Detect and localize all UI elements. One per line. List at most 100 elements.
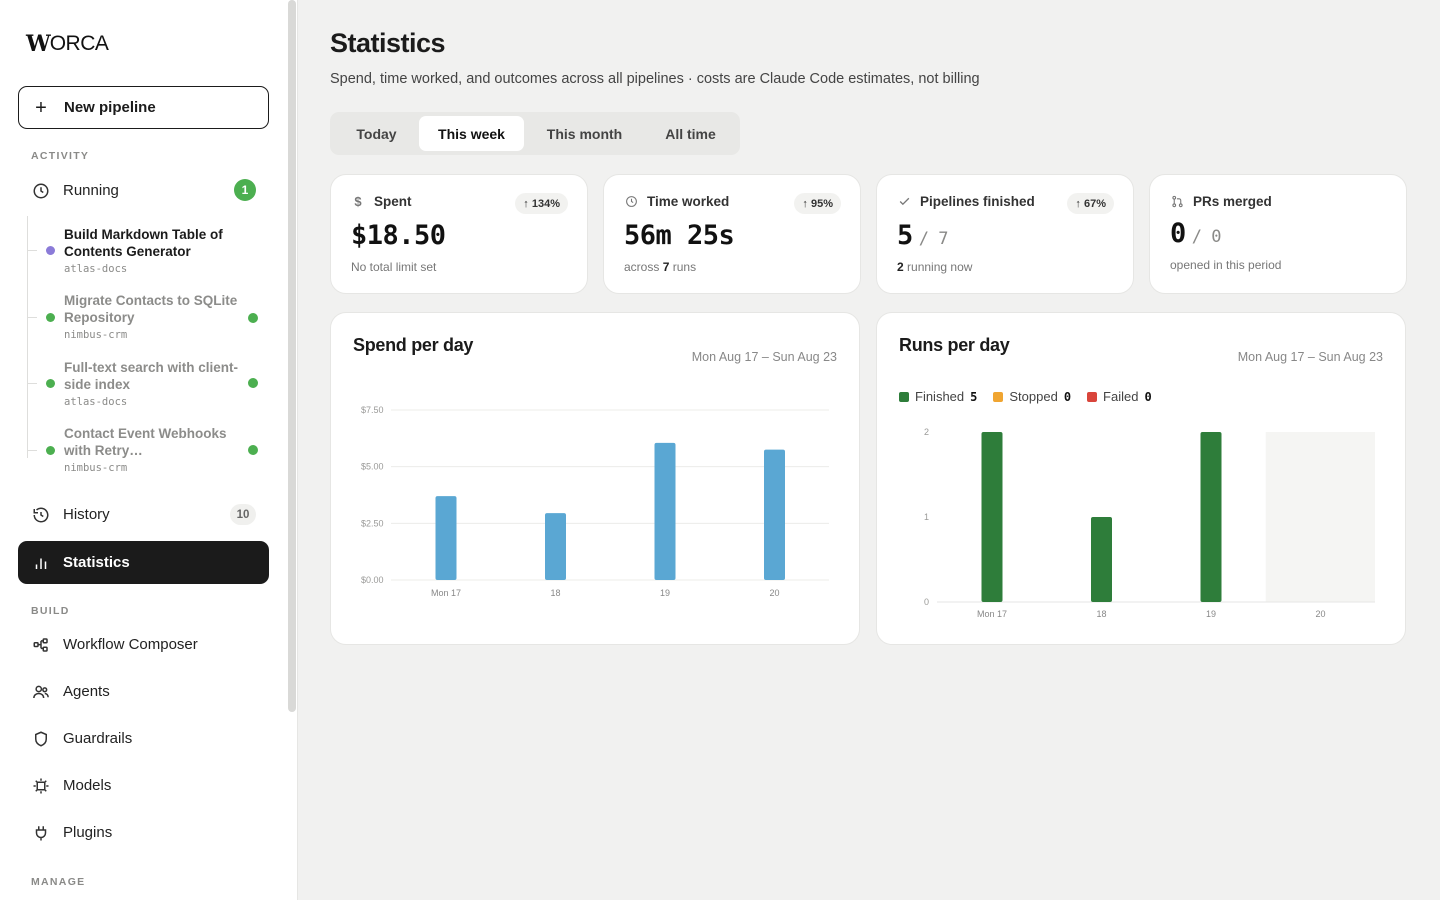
delta-badge: ↑ 95%: [794, 193, 841, 214]
run-dot: [46, 379, 55, 388]
sidebar-item-guardrails[interactable]: Guardrails: [18, 717, 269, 760]
stat-value: 0/ 0: [1170, 218, 1221, 249]
chart-title: Runs per day: [899, 335, 1010, 355]
new-pipeline-button[interactable]: + New pipeline: [18, 86, 269, 129]
y-tick-label: 0: [924, 597, 929, 607]
plug-icon: [32, 824, 50, 842]
chart-date-range: Mon Aug 17 – Sun Aug 23: [691, 350, 837, 364]
chart-title: Spend per day: [353, 335, 474, 355]
runs-bar-finished: [981, 432, 1003, 602]
section-label-manage: MANAGE: [31, 876, 86, 888]
clock-icon: [624, 195, 638, 209]
run-item[interactable]: Build Markdown Table of Contents Generat…: [27, 226, 270, 275]
tab-all-time[interactable]: All time: [665, 125, 716, 142]
sidebar-scrollbar[interactable]: [288, 0, 296, 712]
history-count-badge: 10: [230, 504, 256, 525]
new-pipeline-label: New pipeline: [64, 99, 156, 116]
run-repo: atlas-docs: [64, 263, 128, 275]
app-logo[interactable]: W ORCA: [26, 31, 109, 57]
stat-note: opened in this period: [1170, 258, 1282, 272]
tab-this-week[interactable]: This week: [419, 116, 524, 151]
tree-branch: [27, 383, 37, 384]
stat-label: Time worked: [647, 194, 730, 209]
prs-count: 0: [1170, 218, 1186, 249]
sidebar-item-models[interactable]: Models: [18, 764, 269, 807]
legend-count: 0: [1063, 389, 1072, 404]
sidebar-item-label: Models: [63, 777, 112, 794]
y-tick-label: $7.50: [361, 405, 384, 415]
stat-note: across 7 runs: [624, 260, 696, 274]
y-tick-label: $0.00: [361, 575, 384, 585]
run-title: Full-text search with client-side index: [64, 360, 239, 392]
y-tick-label: $2.50: [361, 518, 384, 528]
stat-value: 56m 25s: [624, 220, 735, 251]
legend-item-stopped: Stopped 0: [993, 389, 1071, 404]
period-tabs: Today This week This month All time: [330, 112, 740, 155]
run-title: Build Markdown Table of Contents Generat…: [64, 227, 223, 259]
stat-label: PRs merged: [1193, 194, 1272, 209]
legend-label: Stopped: [1009, 389, 1058, 404]
x-tick-label: Mon 17: [977, 609, 1007, 619]
sidebar-item-label: Plugins: [63, 824, 113, 841]
section-label-build: BUILD: [31, 605, 70, 617]
main-content: Statistics Spend, time worked, and outco…: [298, 0, 1440, 900]
tab-this-month[interactable]: This month: [546, 125, 623, 142]
legend-count: 5: [970, 389, 978, 404]
running-count-badge: 1: [234, 179, 256, 201]
clock-icon: [32, 182, 50, 200]
note-prefix: across: [624, 260, 660, 274]
page-title: Statistics: [330, 28, 446, 58]
sidebar-item-running[interactable]: Running 1: [18, 169, 269, 212]
sidebar-item-label: Running: [63, 182, 119, 199]
note-number: 7: [662, 260, 670, 274]
legend-swatch: [993, 391, 1004, 402]
sidebar-item-statistics[interactable]: Statistics: [18, 541, 269, 584]
x-tick-label: 19: [660, 588, 670, 598]
spend-bar: [654, 442, 676, 580]
x-tick-label: 18: [550, 588, 560, 598]
page-subtitle: Spend, time worked, and outcomes across …: [330, 71, 980, 87]
sidebar-item-workflow-composer[interactable]: Workflow Composer: [18, 623, 269, 666]
spend-chart: $0.00 $2.50 $5.00 $7.50 Mon 17 18 19 20: [361, 405, 829, 598]
run-repo: nimbus-crm: [64, 329, 128, 341]
sidebar-item-agents[interactable]: Agents: [18, 670, 269, 713]
tree-branch: [27, 317, 37, 318]
sidebar-item-plugins[interactable]: Plugins: [18, 811, 269, 854]
sidebar-item-label: Guardrails: [63, 730, 133, 747]
run-item[interactable]: Full-text search with client-side index …: [27, 359, 270, 408]
tab-today[interactable]: Today: [356, 125, 397, 142]
run-item[interactable]: Contact Event Webhooks with Retry… nimbu…: [27, 425, 270, 474]
note-suffix: runs: [672, 260, 697, 274]
run-item[interactable]: Migrate Contacts to SQLite Repository ni…: [27, 292, 270, 341]
logo-text: ORCA: [49, 32, 109, 55]
run-title: Migrate Contacts to SQLite Repository: [64, 293, 238, 325]
sidebar: W ORCA + New pipeline ACTIVITY Running 1…: [0, 0, 298, 900]
stat-header: Time worked: [624, 194, 729, 209]
tree-branch: [27, 450, 37, 451]
stat-card-pipelines-finished: Pipelines finished ↑ 67% 5/ 7 2 running …: [876, 174, 1134, 294]
finished-total: / 7: [918, 229, 949, 249]
stat-value: 5/ 7: [897, 220, 948, 251]
x-tick-label: Mon 17: [431, 588, 461, 598]
legend-swatch: [1087, 391, 1098, 402]
finished-count: 5: [897, 220, 913, 251]
delta-badge: ↑ 67%: [1067, 193, 1114, 214]
runs-chart-card: Runs per day Mon Aug 17 – Sun Aug 23 Fin…: [876, 312, 1406, 645]
spend-bar: [545, 513, 566, 580]
sidebar-item-label: Workflow Composer: [63, 636, 198, 653]
run-status-dot: [248, 313, 258, 323]
history-icon: [32, 506, 50, 524]
x-tick-label: 19: [1206, 609, 1216, 619]
chart-date-range: Mon Aug 17 – Sun Aug 23: [1237, 350, 1383, 364]
sidebar-item-label: Agents: [63, 683, 110, 700]
run-title: Contact Event Webhooks with Retry…: [64, 426, 227, 458]
run-status-dot: [248, 378, 258, 388]
y-tick-label: $5.00: [361, 462, 384, 472]
sidebar-item-history[interactable]: History 10: [18, 493, 269, 536]
stat-header: Pipelines finished: [897, 194, 1035, 209]
stat-label: Spent: [374, 194, 412, 209]
stat-note: 2 running now: [897, 260, 972, 274]
legend-item-finished: Finished 5: [899, 389, 977, 404]
legend-label: Failed: [1103, 389, 1139, 404]
legend-count: 0: [1144, 389, 1152, 404]
